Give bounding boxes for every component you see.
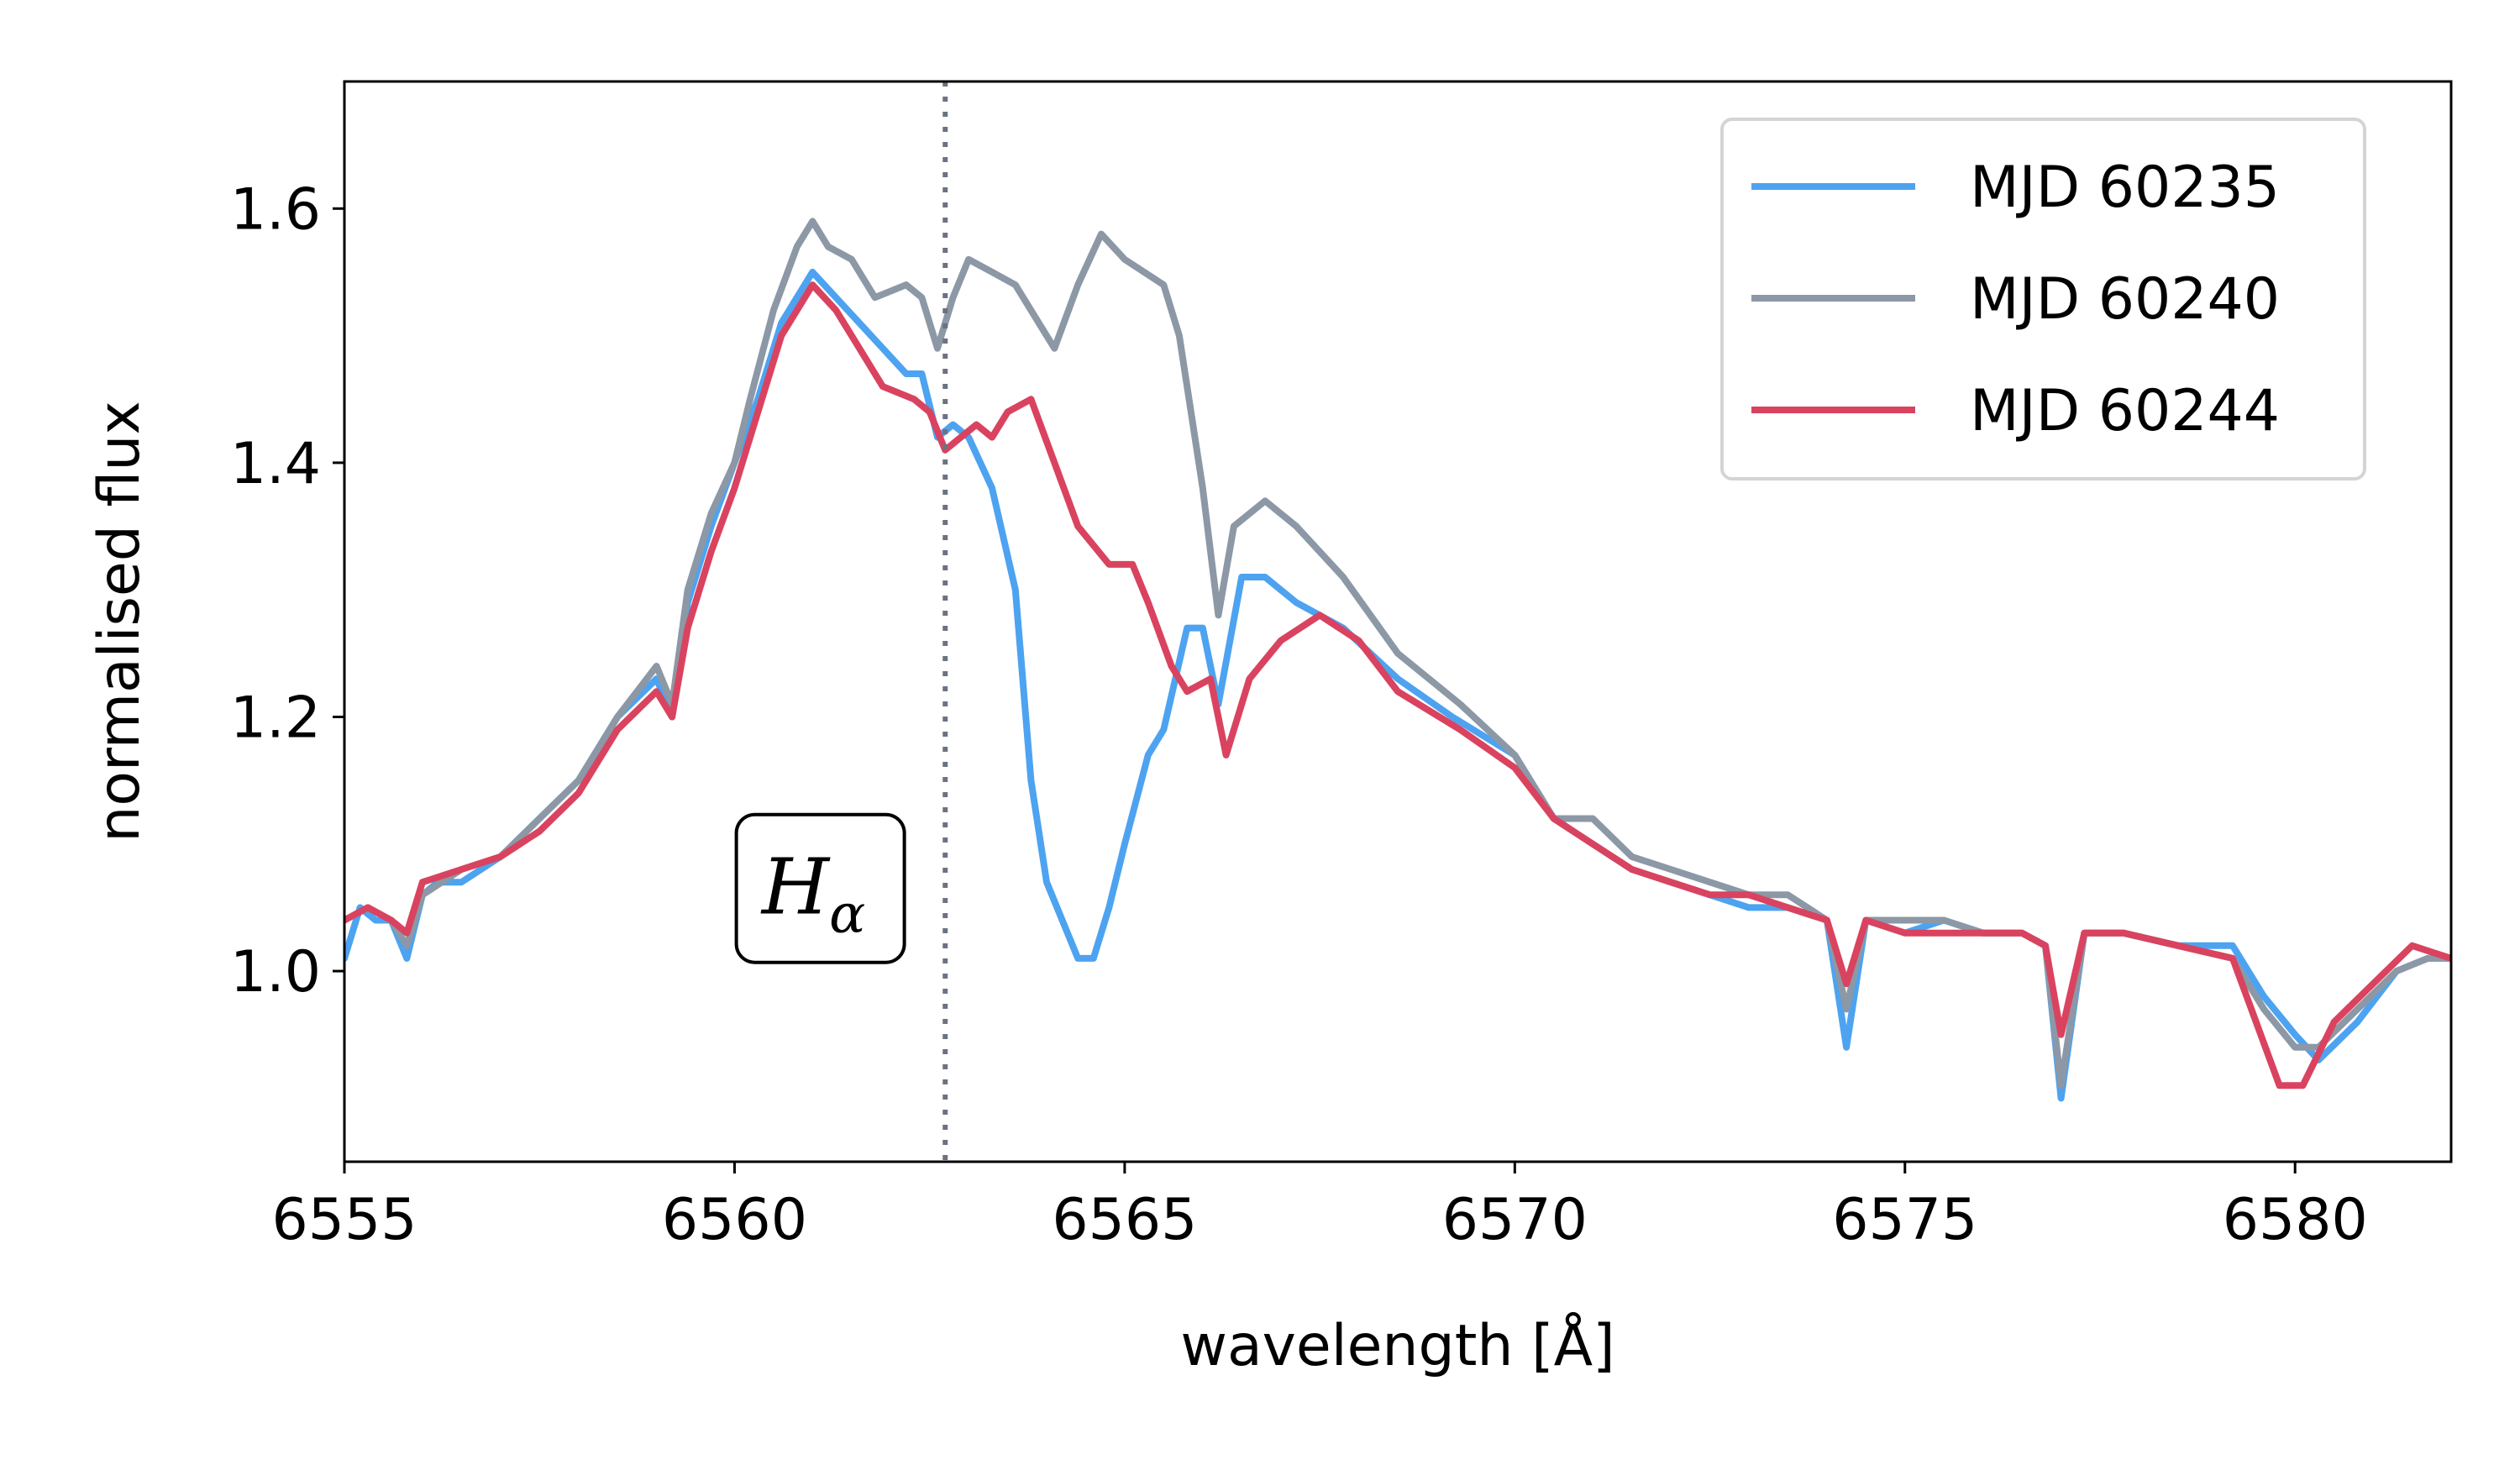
x-tick-label: 6580 [2223,1187,2368,1253]
series-line-3 [344,281,2451,1089]
y-tick-label: 1.6 [230,176,321,243]
x-tick-label: 6555 [271,1187,417,1253]
x-tick-label: 6575 [1832,1187,1977,1253]
h-alpha-annotation: Hα [760,843,865,946]
x-axis-label: wavelength [Å] [1180,1311,1614,1379]
x-tick-label: 6560 [662,1187,807,1253]
legend-label-3: MJD 60244 [1970,378,2280,444]
legend: MJD 60235 MJD 60240 MJD 60244 [1720,118,2366,480]
y-axis-label: normalised flux [87,401,153,842]
x-tick-label: 6565 [1052,1187,1197,1253]
y-tick-label: 1.2 [230,685,321,751]
annotation-layer: Hα [734,812,906,964]
axes-layer: 6555 6560 6565 6570 6575 6580 1.0 1.2 1.4 1.6 [230,80,2453,1253]
y-tick-label: 1.0 [230,939,321,1005]
annotation-main: H [760,843,831,932]
plot-frame [343,80,2453,1163]
annotation-subscript: α [829,884,865,946]
legend-label-2: MJD 60240 [1970,266,2280,333]
annotation-box [734,812,906,964]
y-tick-label: 1.4 [230,431,321,497]
series-layer [344,218,2451,1102]
x-tick-label: 6570 [1442,1187,1588,1253]
legend-label-1: MJD 60235 [1970,155,2280,221]
legend-box [1720,118,2366,480]
